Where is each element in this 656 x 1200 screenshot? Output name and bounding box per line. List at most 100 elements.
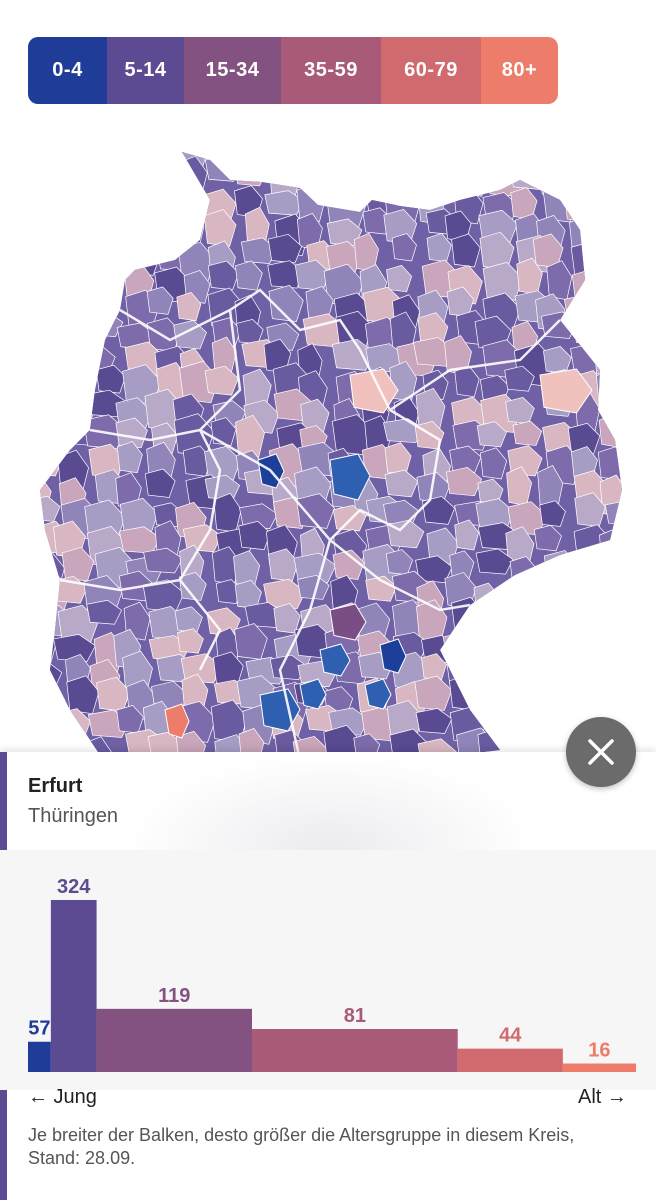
map-district[interactable] (426, 233, 452, 263)
map-district[interactable] (449, 674, 481, 711)
map-district[interactable] (567, 659, 595, 693)
map-district[interactable] (604, 316, 630, 344)
map-district[interactable] (236, 318, 264, 345)
map-district[interactable] (25, 164, 66, 195)
map-district[interactable] (296, 493, 335, 529)
map-district[interactable] (182, 524, 222, 553)
map-district[interactable] (603, 552, 643, 593)
map-district[interactable] (595, 216, 632, 245)
map-district[interactable] (510, 660, 537, 692)
map-district[interactable] (36, 371, 62, 406)
map-district[interactable] (177, 628, 204, 654)
map-district[interactable] (543, 575, 572, 600)
map-district[interactable] (593, 340, 619, 377)
map-district[interactable] (59, 129, 101, 165)
map-district[interactable] (424, 135, 458, 165)
map-district[interactable] (24, 238, 63, 265)
map-district[interactable] (476, 421, 507, 448)
map-district[interactable] (444, 210, 472, 242)
map-district[interactable] (539, 500, 566, 527)
map-district[interactable] (395, 132, 429, 167)
map-district[interactable] (90, 207, 124, 236)
map-district[interactable] (391, 233, 417, 262)
map-district[interactable] (414, 675, 453, 711)
map-district-highlight[interactable] (299, 678, 327, 710)
map-district[interactable] (417, 312, 449, 347)
map-district[interactable] (598, 414, 624, 448)
map-district[interactable] (516, 257, 543, 295)
legend-item-60-79[interactable]: 60-79 (381, 37, 481, 104)
map-district[interactable] (54, 161, 93, 200)
map-district[interactable] (384, 442, 412, 476)
map-district[interactable] (479, 231, 515, 271)
map-district[interactable] (36, 391, 74, 428)
map-district[interactable] (207, 260, 240, 291)
map-district[interactable] (484, 707, 514, 733)
legend-item-80-plus[interactable]: 80+ (481, 37, 558, 104)
map-district[interactable] (206, 607, 241, 637)
map-district[interactable] (533, 524, 562, 552)
map-district[interactable] (486, 139, 527, 178)
map-district[interactable] (568, 684, 608, 711)
map-district[interactable] (55, 337, 89, 380)
map-district[interactable] (332, 549, 365, 580)
map-district[interactable] (442, 632, 477, 660)
map-district[interactable] (386, 264, 413, 293)
map-district[interactable] (273, 603, 301, 634)
map-district[interactable] (563, 180, 596, 223)
map-district[interactable] (477, 478, 504, 504)
map-district[interactable] (213, 651, 244, 687)
map-district[interactable] (389, 311, 417, 354)
map-district[interactable] (57, 209, 100, 250)
map-district[interactable] (422, 496, 456, 525)
map-district[interactable] (505, 706, 547, 742)
map-district[interactable] (213, 492, 242, 533)
map-district[interactable] (118, 190, 147, 222)
map-district[interactable] (353, 232, 379, 272)
map-district[interactable] (507, 445, 543, 477)
map-district[interactable] (155, 187, 182, 216)
map-district[interactable] (390, 157, 417, 200)
map-district[interactable] (211, 336, 237, 373)
map-district-highlight[interactable] (379, 638, 407, 674)
map-district[interactable] (507, 596, 550, 630)
map-district-highlight[interactable] (364, 678, 392, 710)
map-district[interactable] (595, 685, 629, 719)
map-district[interactable] (301, 158, 333, 185)
legend-item-0-4[interactable]: 0-4 (28, 37, 107, 104)
map-district[interactable] (150, 215, 185, 242)
map-district[interactable] (509, 683, 542, 720)
map-district[interactable] (173, 320, 207, 350)
map-district[interactable] (597, 446, 627, 481)
map-district[interactable] (599, 528, 624, 566)
map-district[interactable] (574, 492, 606, 528)
map-district[interactable] (510, 129, 541, 161)
map-district[interactable] (361, 159, 393, 195)
map-district-highlight[interactable] (329, 453, 371, 501)
map-district[interactable] (116, 705, 144, 734)
map-district[interactable] (574, 163, 601, 195)
map-district[interactable] (27, 425, 56, 456)
map-district[interactable] (571, 446, 598, 480)
map-district[interactable] (480, 656, 517, 690)
map-district[interactable] (86, 599, 122, 625)
map-district[interactable] (178, 572, 207, 601)
map-district[interactable] (606, 134, 647, 170)
map-district[interactable] (449, 445, 482, 473)
map-district[interactable] (385, 549, 413, 576)
map-district[interactable] (29, 495, 61, 522)
map-district[interactable] (174, 606, 203, 633)
map-district[interactable] (323, 155, 352, 187)
map-district[interactable] (146, 286, 174, 315)
map-district[interactable] (30, 685, 66, 720)
map-district[interactable] (235, 136, 267, 164)
map-district[interactable] (35, 710, 63, 751)
map-district[interactable] (598, 291, 628, 325)
map-district[interactable] (574, 604, 608, 647)
map-district[interactable] (506, 466, 532, 507)
map-district[interactable] (454, 519, 480, 551)
map-district[interactable] (451, 596, 484, 633)
map-district[interactable] (29, 628, 57, 664)
map-district[interactable] (546, 595, 589, 636)
map-district[interactable] (143, 547, 183, 574)
